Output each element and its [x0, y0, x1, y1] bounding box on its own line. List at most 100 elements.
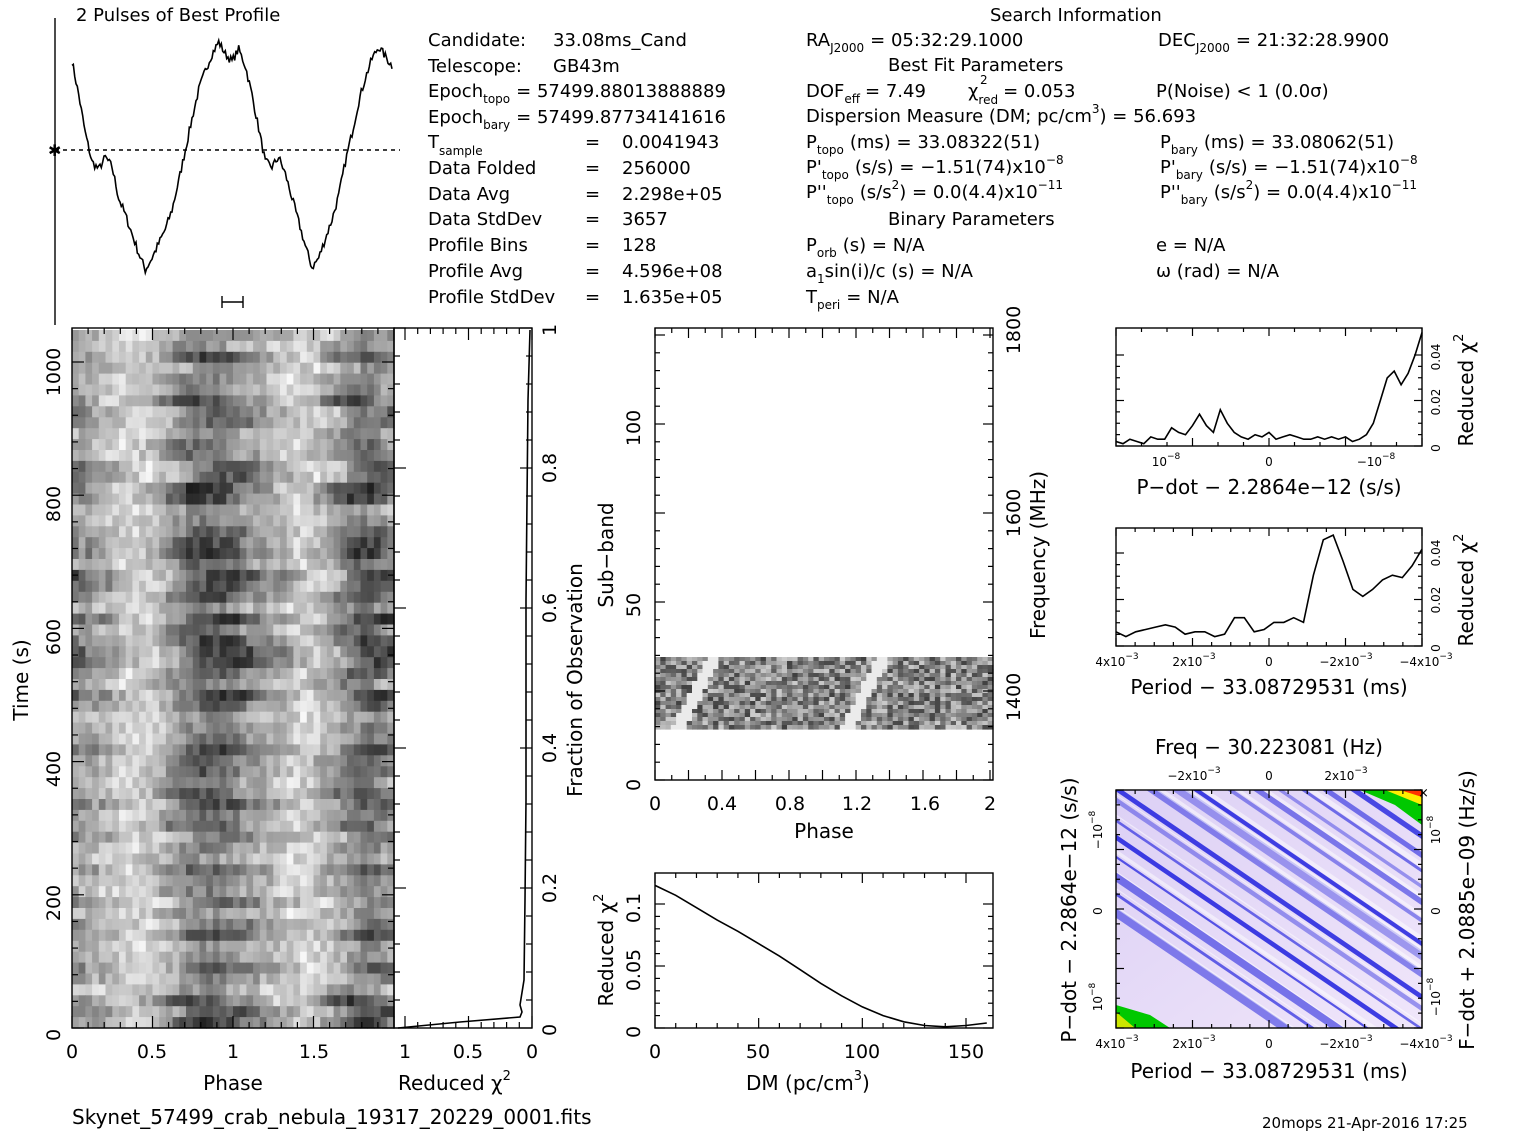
time-phase-cell [313, 842, 321, 855]
time-phase-cell [353, 515, 362, 527]
time-phase-cell [233, 908, 241, 920]
time-phase-cell [152, 537, 160, 549]
subband-cell [966, 713, 973, 718]
subband-cell [797, 685, 804, 690]
subband-cell [845, 681, 851, 686]
time-phase-cell [367, 351, 375, 364]
subband-cell [802, 709, 809, 714]
time-phase-cell [125, 515, 133, 527]
subband-cell [718, 709, 725, 714]
time-phase-cell [259, 395, 268, 407]
subband-cell [787, 725, 793, 730]
time-phase-cell [387, 384, 395, 396]
subband-cell [845, 677, 851, 682]
map-ytick-pos: 10−8 [1088, 982, 1105, 1011]
time-phase-cell [367, 657, 375, 669]
subband-cell [829, 661, 836, 666]
time-phase-cell [145, 908, 154, 920]
time-phase-cell [145, 373, 154, 386]
time-phase-cell [387, 1006, 395, 1018]
time-phase-cell [306, 853, 315, 865]
subband-cell [787, 693, 793, 698]
subband-cell [866, 725, 873, 730]
time-phase-cell [266, 439, 274, 451]
subband-cell [792, 681, 799, 686]
time-phase-cell [273, 711, 281, 724]
subband-cell [697, 705, 704, 710]
subband-cell [702, 717, 709, 722]
time-phase-cell [353, 897, 362, 909]
time-phase-cell [333, 559, 341, 571]
subband-cell [681, 705, 688, 710]
time-phase-cell [219, 602, 227, 615]
time-phase-cell [172, 624, 180, 636]
time-phase-cell [199, 657, 207, 669]
time-phase-cell [387, 635, 395, 647]
time-phase-cell [340, 897, 348, 909]
subband-cell [760, 713, 767, 718]
time-phase-cell [286, 569, 294, 582]
time-phase-cell [226, 766, 234, 778]
time-phase-cell [112, 875, 120, 887]
time-phase-cell [78, 1006, 86, 1018]
time-phase-cell [219, 755, 227, 767]
time-phase-cell [219, 340, 227, 353]
time-phase-cell [145, 820, 154, 833]
time-phase-cell [340, 951, 348, 964]
subband-cell [924, 725, 931, 730]
time-phase-cell [172, 875, 180, 887]
time-phase-cell [280, 450, 288, 462]
subband-cell [739, 697, 746, 702]
time-phase-cell [233, 395, 241, 407]
subband-cell [845, 705, 851, 710]
subband-cell [956, 697, 962, 702]
time-phase-cell [192, 886, 201, 898]
time-phase-cell [246, 493, 254, 506]
subband-cell [908, 661, 915, 666]
time-phase-cell [253, 591, 261, 604]
time-phase-cell [105, 864, 113, 876]
time-phase-cell [253, 340, 261, 353]
time-phase-cell [286, 395, 294, 407]
time-phase-cell [347, 526, 355, 538]
time-phase-cell [105, 439, 113, 451]
subband-cell [792, 689, 799, 694]
subband-cell [670, 689, 677, 694]
time-phase-cell [206, 744, 214, 756]
time-phase-cell [139, 569, 147, 582]
time-phase-cell [333, 668, 341, 680]
period-ytick-004: 0.04 [1429, 540, 1443, 567]
subband-cell [771, 721, 778, 726]
subband-cell [913, 709, 920, 714]
time-phase-cell [380, 777, 388, 789]
time-phase-cell [320, 940, 328, 953]
time-phase-cell [347, 733, 355, 745]
time-phase-cell [226, 897, 234, 909]
time-phase-cell [313, 450, 321, 462]
time-phase-cell [179, 668, 187, 680]
subband-cell [940, 709, 947, 714]
time-phase-cell [340, 602, 348, 615]
time-phase-cell [152, 711, 160, 724]
time-phase-cell [280, 875, 288, 887]
time-phase-cell [320, 864, 328, 876]
time-phase-cell [233, 439, 241, 451]
time-phase-cell [212, 417, 221, 429]
time-phase-cell [333, 471, 341, 484]
time-phase-cell [353, 646, 362, 658]
subband-cell [897, 721, 904, 726]
time-phase-cell [326, 450, 335, 462]
time-phase-cell [105, 450, 113, 462]
subband-cell [987, 697, 994, 702]
time-phase-cell [78, 875, 86, 887]
time-phase-cell [280, 733, 288, 745]
subband-cell [813, 669, 820, 674]
subband-cell [855, 681, 862, 686]
time-phase-cell [212, 591, 221, 604]
time-phase-cell [199, 700, 207, 713]
subband-cell [977, 713, 984, 718]
subband-cell [855, 665, 862, 670]
time-phase-cell [226, 908, 234, 920]
time-phase-cell [320, 897, 328, 909]
time-phase-cell [199, 908, 207, 920]
